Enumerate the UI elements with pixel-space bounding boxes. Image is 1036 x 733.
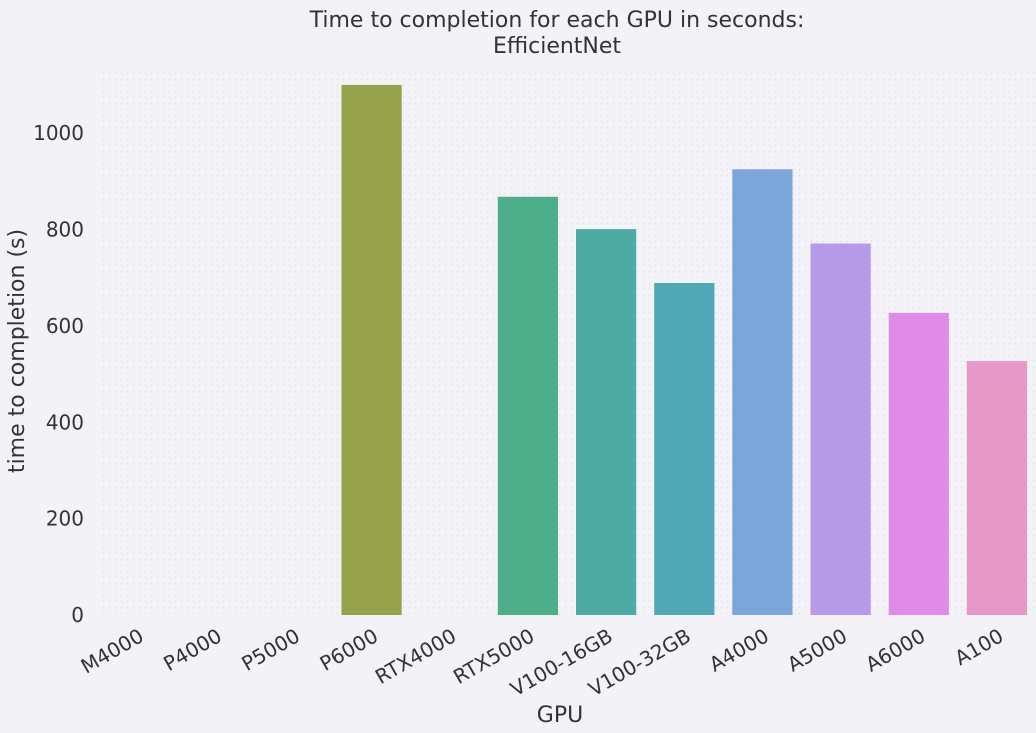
- y-tick-label: 800: [46, 218, 84, 242]
- y-tick-label: 1000: [33, 121, 84, 145]
- bar-v100-32gb: [654, 283, 715, 615]
- bar-rtx5000: [497, 196, 558, 616]
- bar-a100: [966, 361, 1027, 615]
- bar-p6000: [341, 85, 402, 615]
- x-tick-label: A5000: [783, 624, 851, 677]
- x-tick-label: P4000: [159, 624, 226, 676]
- bar-a4000: [732, 169, 793, 616]
- y-tick-label: 0: [71, 603, 84, 627]
- bar-a5000: [810, 243, 871, 615]
- bar-v100-16gb: [576, 229, 637, 615]
- y-axis-ticks: 0 200 400 600 800 1000: [33, 121, 84, 627]
- x-tick-label: RTX4000: [371, 624, 460, 689]
- y-tick-label: 600: [46, 314, 84, 338]
- x-tick-label: A6000: [861, 624, 929, 677]
- x-axis-ticks: M4000 P4000 P5000 P6000RTX4000RTX5000V100-1…: [77, 624, 1008, 702]
- plot-area: [98, 68, 1036, 615]
- x-tick-label: A4000: [705, 624, 773, 677]
- y-axis-label: time to completion (s): [5, 229, 30, 473]
- x-tick-label: M4000: [77, 624, 148, 679]
- bars-group: [341, 85, 1027, 616]
- y-tick-label: 200: [46, 507, 84, 531]
- x-tick-label: A100: [950, 624, 1007, 671]
- chart-title: Time to completion for each GPU in secon…: [309, 8, 805, 33]
- x-tick-label: P5000: [237, 624, 304, 676]
- chart-subtitle: EfficientNet: [493, 34, 621, 59]
- bar-a6000: [888, 312, 949, 615]
- x-axis-label: GPU: [537, 703, 583, 728]
- y-tick-label: 400: [46, 410, 84, 434]
